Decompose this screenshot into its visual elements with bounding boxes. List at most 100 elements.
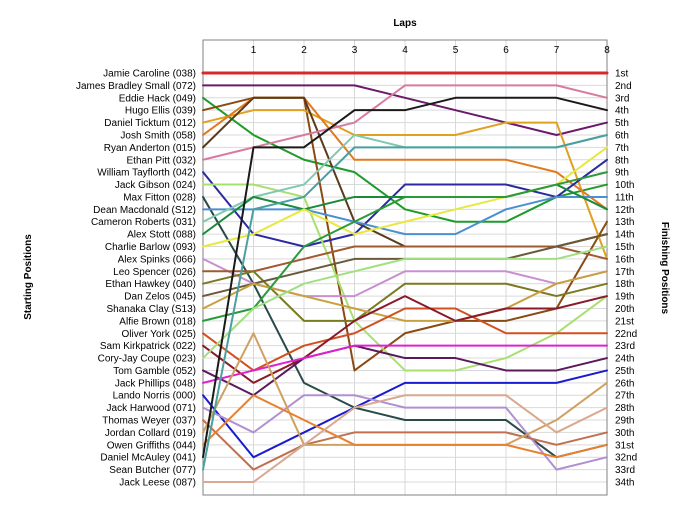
finish-position-label: 33rd (615, 465, 635, 476)
finish-position-label: 16th (615, 254, 634, 265)
start-position-label: Daniel Ticktum (012) (104, 118, 196, 129)
start-position-label: Tom Gamble (052) (113, 366, 196, 377)
driver-series-line (202, 369, 608, 459)
start-position-label: Ethan Hawkey (040) (105, 279, 196, 290)
driver-series-line (202, 295, 608, 384)
grid-lines (203, 40, 608, 495)
x-tick-labels: 1 2 3 4 5 6 7 8 (251, 45, 611, 56)
start-position-label: Max Fitton (028) (123, 192, 196, 203)
x-tick-label: 1 (251, 45, 257, 56)
driver-series-line (202, 171, 608, 322)
finish-position-label: 30th (615, 428, 634, 439)
finish-position-label: 34th (615, 478, 634, 489)
x-tick-label: 2 (301, 45, 307, 56)
driver-series-line (202, 133, 608, 471)
finish-position-label: 15th (615, 242, 634, 253)
start-position-label: Ryan Anderton (015) (104, 143, 196, 154)
finish-position-label: 28th (615, 403, 634, 414)
finishing-position-labels: 1st2nd3rd4th5th6th7th8th9th10th11th12th1… (615, 69, 637, 489)
finish-position-label: 8th (615, 155, 629, 166)
start-position-label: Oliver York (025) (122, 329, 196, 340)
driver-series-line (202, 195, 608, 236)
start-position-label: Leo Spencer (026) (113, 267, 196, 278)
start-position-label: Lando Norris (000) (113, 391, 196, 402)
x-axis-title: Laps (393, 18, 417, 29)
finish-position-label: 21st (615, 316, 634, 327)
start-position-label: Alex Stott (088) (127, 230, 196, 241)
finish-position-label: 29th (615, 416, 634, 427)
start-position-label: William Tayflorth (042) (97, 168, 196, 179)
start-position-label: Jamie Caroline (038) (103, 69, 196, 80)
start-position-label: Josh Smith (058) (120, 130, 196, 141)
driver-series-line (202, 394, 608, 471)
finish-position-label: 13th (615, 217, 634, 228)
driver-series-line (202, 96, 608, 459)
finish-position-label: 24th (615, 354, 634, 365)
finish-position-label: 32nd (615, 453, 637, 464)
driver-series-line (202, 344, 608, 397)
start-position-label: Charlie Barlow (093) (105, 242, 196, 253)
start-position-label: Owen Griffiths (044) (107, 440, 196, 451)
start-position-label: Cory-Jay Coupe (023) (98, 354, 196, 365)
driver-series-line (202, 84, 608, 161)
finish-position-label: 20th (615, 304, 634, 315)
driver-series-line (202, 84, 608, 136)
start-position-label: Alex Spinks (066) (118, 254, 196, 265)
start-position-label: Jordan Collard (019) (105, 428, 196, 439)
start-position-label: Sean Butcher (077) (109, 465, 196, 476)
finish-position-label: 22nd (615, 329, 637, 340)
finish-position-label: 4th (615, 106, 629, 117)
x-tick-label: 8 (604, 45, 610, 56)
start-position-label: Sam Kirkpatrick (022) (100, 341, 196, 352)
plot-frame (202, 39, 608, 496)
start-position-label: Jack Gibson (024) (115, 180, 196, 191)
finish-position-label: 10th (615, 180, 634, 191)
x-tick-label: 4 (402, 45, 408, 56)
start-position-label: Thomas Weyer (037) (102, 416, 196, 427)
start-position-label: James Bradley Small (072) (76, 81, 196, 92)
starting-position-labels: Jamie Caroline (038)James Bradley Small … (76, 69, 196, 489)
x-tick-label: 3 (352, 45, 358, 56)
start-position-label: Ethan Pitt (032) (127, 155, 196, 166)
driver-series-line (202, 245, 608, 273)
finish-position-label: 18th (615, 279, 634, 290)
finish-position-label: 9th (615, 168, 629, 179)
start-position-label: Hugo Ellis (039) (125, 106, 196, 117)
start-position-label: Shanaka Clay (S13) (107, 304, 197, 315)
start-position-label: Jack Phillips (048) (115, 378, 196, 389)
driver-series-line (202, 394, 608, 459)
driver-series-line (202, 195, 608, 459)
finish-position-label: 25th (615, 366, 634, 377)
start-position-label: Daniel McAuley (041) (100, 453, 196, 464)
finish-position-label: 27th (615, 391, 634, 402)
right-axis-title: Finishing Positions (659, 222, 670, 315)
driver-series-line (202, 394, 608, 483)
finish-position-label: 26th (615, 378, 634, 389)
series-lines (201, 71, 609, 483)
driver-series-line (202, 344, 608, 384)
start-position-label: Eddie Hack (049) (119, 93, 196, 104)
start-position-label: Jack Harwood (071) (107, 403, 196, 414)
driver-series-line (202, 109, 608, 260)
finish-position-label: 5th (615, 118, 629, 129)
start-position-label: Dean Macdonald (S12) (93, 205, 196, 216)
driver-series-line (202, 183, 608, 372)
finish-position-label: 12th (615, 205, 634, 216)
finish-position-label: 2nd (615, 81, 632, 92)
left-axis-title: Starting Positions (23, 234, 34, 320)
x-tick-label: 7 (554, 45, 560, 56)
x-tick-label: 5 (453, 45, 459, 56)
driver-series-line (202, 245, 608, 360)
driver-series-line (202, 158, 608, 248)
finish-position-label: 3rd (615, 93, 629, 104)
finish-position-label: 14th (615, 230, 634, 241)
x-tick-label: 6 (503, 45, 509, 56)
start-position-label: Jack Leese (087) (119, 478, 196, 489)
driver-series-line (202, 419, 608, 471)
start-position-label: Dan Zelos (045) (124, 292, 196, 303)
finish-position-label: 31st (615, 440, 634, 451)
finish-position-label: 7th (615, 143, 629, 154)
finish-position-label: 17th (615, 267, 634, 278)
finish-position-label: 11th (615, 192, 634, 203)
driver-series-line (202, 307, 608, 372)
